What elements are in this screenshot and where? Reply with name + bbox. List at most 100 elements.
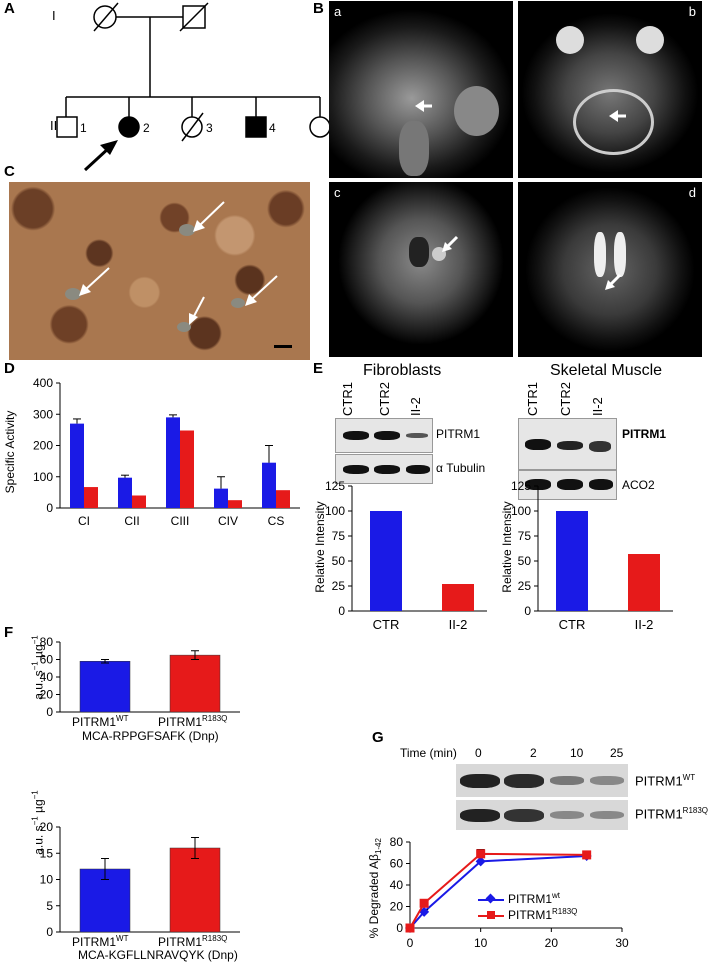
g-y-tick-label: 0 [396, 921, 403, 935]
fib-chart-y-tick-label: 50 [332, 554, 346, 568]
g-mut-blot-label: PITRM1R183Q [635, 806, 709, 822]
brainstem-shape [399, 121, 429, 176]
mus-lane-ctr1: CTR1 [525, 382, 540, 416]
f-bottom-y-tick-label: 0 [46, 925, 53, 939]
muscle-title: Skeletal Muscle [550, 362, 663, 379]
mus-chart-category-label: II-2 [635, 617, 654, 632]
cox-deficient-fiber [179, 224, 195, 236]
chart-d-y-tick-label: 0 [46, 501, 53, 515]
g-mut-blot [456, 800, 628, 830]
mri-sagittal-t1: a [329, 1, 513, 178]
chart-d-y-tick-label: 300 [33, 407, 53, 421]
chart-d-category-label: CIII [171, 514, 190, 528]
f-bottom-bar-0 [79, 868, 131, 933]
chart-d-category-label: CI [78, 514, 90, 528]
f-bottom-y-tick-label: 10 [40, 873, 54, 887]
member-4-label: 4 [269, 121, 276, 135]
fib-chart-category-label: II-2 [449, 617, 468, 632]
chart-d-y-tick-label: 100 [33, 470, 53, 484]
panel-label-d: D [4, 360, 15, 377]
chart-d-bar-cs-0 [262, 462, 276, 508]
generation-two-label: II [50, 118, 58, 133]
mri-label-d: d [688, 185, 696, 200]
generation-one-label: I [52, 8, 56, 23]
g-y-tick-label: 20 [390, 900, 404, 914]
fib-lane-ctr2: CTR2 [377, 382, 392, 416]
g-point-square [582, 850, 592, 860]
member-1-label: 1 [80, 121, 87, 135]
f-bottom-substrate: MCA-KGFLLNRAVQYK (Dnp) [78, 948, 238, 962]
pedigree-male-unaffected [56, 116, 78, 138]
mri-axial-t2-posterior-fossa: b [518, 1, 702, 178]
ventricle-left [594, 232, 606, 277]
mus-pitrm1-blot [518, 418, 617, 470]
mus-chart-y-tick-label: 100 [511, 504, 531, 518]
fib-band2-label: α Tubulin [436, 461, 486, 475]
mri-label-b: b [688, 4, 696, 19]
pedigree-female-deceased [93, 5, 117, 29]
panel-label-b: B [313, 0, 324, 17]
member-3-label: 3 [206, 121, 213, 135]
lesion-arrow [446, 235, 459, 248]
mus-band2-label: ACO2 [622, 478, 655, 492]
g-point-square [419, 898, 429, 908]
mus-ylabel: Relative Intensity [500, 501, 514, 593]
mus-lane-ii2: II-2 [590, 397, 605, 416]
mus-chart-y-tick-label: 25 [518, 579, 532, 593]
f-top-substrate: MCA-RPPGFSAFK (Dnp) [82, 729, 219, 743]
g-y-tick-label: 40 [390, 878, 404, 892]
panel-label-e: E [313, 360, 324, 377]
fib-band1-label: PITRM1 [436, 427, 481, 441]
f-bottom-ylabel: a.u. s−1 µg−1 [30, 790, 46, 855]
mus-chart-bar-1 [628, 554, 660, 611]
g-point-square [405, 923, 415, 933]
g-point-square [476, 849, 486, 859]
cerebellum-outline [573, 89, 654, 155]
cox-deficient-fiber [177, 322, 191, 332]
g-point-diamond [475, 856, 486, 867]
orbit-right [636, 26, 664, 54]
mus-chart-y-tick-label: 0 [524, 604, 531, 618]
g-point-diamond [405, 923, 415, 933]
g-time-10: 10 [570, 746, 584, 760]
pedigree-female-affected-proband [118, 116, 140, 138]
f-bottom-mut-label: PITRM1R183Q [158, 934, 228, 949]
chart-d-y-tick-label: 200 [33, 439, 53, 453]
panel-label-g: G [372, 729, 384, 746]
chart-d-bar-civ-0 [214, 488, 228, 508]
chart-d-ylabel: Specific Activity [3, 410, 17, 494]
g-x-tick-label: 0 [407, 936, 414, 950]
chart-d-bar-ci-0 [70, 423, 84, 508]
fib-ylabel: Relative Intensity [313, 501, 327, 593]
mus-chart-category-label: CTR [559, 617, 586, 632]
fib-chart-category-label: CTR [373, 617, 400, 632]
chart-d-y-tick-label: 400 [33, 376, 53, 390]
panel-label-a: A [4, 0, 15, 17]
fib-chart-y-tick-label: 100 [325, 504, 345, 518]
f-bottom-bar-1 [169, 847, 221, 933]
g-ylabel: % Degraded Aβ1-42 [366, 838, 384, 939]
fib-lane-ctr1: CTR1 [340, 382, 355, 416]
mus-chart-y-tick-label: 50 [518, 554, 532, 568]
f-top-y-tick-label: 0 [46, 705, 53, 719]
panel-label-f: F [4, 624, 14, 641]
fibroblasts-title: Fibroblasts [363, 362, 442, 379]
mri-coronal-flair: c [329, 182, 513, 357]
fib-tubulin-blot [335, 454, 433, 484]
mus-chart-bar-0 [556, 511, 588, 611]
f-bottom-wt-label: PITRM1WT [72, 934, 129, 949]
g-wt-blot [456, 764, 628, 797]
g-x-tick-label: 30 [615, 936, 629, 950]
mri-axial-t2-thalamus: d [518, 182, 702, 357]
g-legend-wt: PITRM1wt [478, 891, 560, 906]
histology-arrows [79, 201, 292, 348]
mri-label-a: a [334, 4, 342, 19]
orbit-left [556, 26, 584, 54]
deceased-slash [93, 2, 119, 32]
g-x-tick-label: 20 [545, 936, 559, 950]
cox-deficient-fiber [65, 288, 81, 300]
mus-lane-ctr2: CTR2 [558, 382, 573, 416]
fib-chart-bar-1 [442, 584, 474, 611]
pedigree-female-deceased [181, 116, 203, 138]
g-x-tick-label: 10 [474, 936, 488, 950]
